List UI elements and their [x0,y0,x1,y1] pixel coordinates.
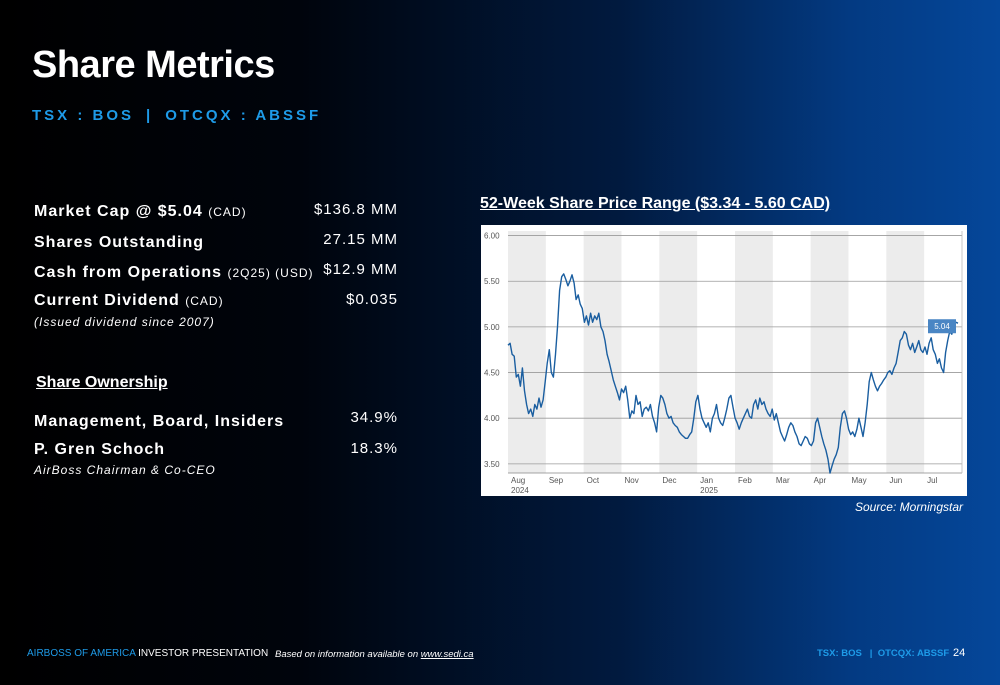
metric-value-current-dividend: $0.035 [346,291,398,308]
metric-shares-outstanding: Shares Outstanding [34,234,204,252]
month-band [735,231,773,473]
metric-value-market-cap: $136.8 MM [313,201,398,218]
y-tick-label: 4.00 [484,414,500,423]
x-tick-label: Nov [625,476,639,485]
last-value-label: 5.04 [934,322,950,331]
metric-label: Cash from Operations [34,264,223,281]
y-tick-label: 6.00 [484,232,500,241]
footer-company: AIRBOSS OF AMERICA [27,648,136,659]
price-chart: 3.50 4.00 4.50 5.00 5.50 6.00 Aug Sep Oct Nov Dec J… [481,225,967,496]
ownership-heading: Share Ownership [36,374,168,391]
y-tick-label: 5.50 [484,277,500,286]
metric-unit: (CAD) [185,294,224,308]
metric-label: Market Cap @ $5.04 [34,203,203,220]
ticker-otcqx: OTCQX : ABSSF [165,107,322,124]
ownership-label: P. Gren Schoch [34,441,166,458]
x-tick-label: Feb [738,476,752,485]
footer-note: Based on information available on www.se… [275,649,474,660]
x-tick-label: Jul [927,476,937,485]
chart-source: Source: Morningstar [854,500,963,514]
ticker-subtitle: TSX : BOS | OTCQX : ABSSF [32,107,321,124]
page-number: 24 [953,647,966,659]
metric-current-dividend: Current Dividend (CAD) [34,292,224,310]
footer-presentation: INVESTOR PRESENTATION [138,648,269,659]
ownership-value-insiders: 34.9% [350,409,398,426]
metric-market-cap: Market Cap @ $5.04 (CAD) [34,203,247,221]
metric-unit: (2Q25) (USD) [227,266,314,280]
ticker-separator: | [146,107,154,124]
dividend-note: (Issued dividend since 2007) [34,315,215,329]
x-tick-label: May [852,476,867,485]
metric-value-cash-from-operations: $12.9 MM [323,261,398,278]
x-tick-label: Oct [587,476,600,485]
x-tick-label: Dec [662,476,676,485]
x-tick-label: Jan [700,476,713,485]
ownership-insiders: Management, Board, Insiders [34,413,284,431]
ownership-schoch: P. Gren Schoch [34,441,165,459]
metric-unit: (CAD) [208,205,247,219]
x-tick-label: Sep [549,476,564,485]
last-value-badge [928,319,956,334]
footer-brand: AIRBOSS OF AMERICA INVESTOR PRESENTATION [27,648,268,659]
schoch-role: AirBoss Chairman & Co-CEO [34,463,216,477]
y-tick-label: 3.50 [484,460,500,469]
x-tick-label: Aug [511,476,525,485]
x-tick-label: Mar [776,476,790,485]
chart-background [481,225,967,496]
metric-label: Shares Outstanding [34,234,205,251]
x-tick-label: Jun [889,476,902,485]
y-tick-label: 5.00 [484,323,500,332]
metric-label: Current Dividend [34,292,180,309]
ticker-tsx: TSX : BOS [32,107,135,124]
page-title: Share Metrics [32,44,275,86]
x-year-label: 2024 [511,486,529,495]
x-year-label: 2025 [700,486,718,495]
y-tick-label: 4.50 [484,369,500,378]
ownership-label: Management, Board, Insiders [34,413,285,430]
x-tick-label: Apr [814,476,827,485]
sedi-link[interactable]: www.sedi.ca [420,649,474,660]
month-band [886,231,925,473]
footer-tickers: TSX: BOS | OTCQX: ABSSF [817,648,950,659]
month-band [810,231,849,473]
price-line [507,273,959,474]
month-band [659,231,698,473]
ownership-value-schoch: 18.3% [350,440,398,457]
month-band [508,231,546,473]
metric-value-shares-outstanding: 27.15 MM [323,231,398,248]
footer-note-text: Based on information available on [275,649,419,660]
chart-title: 52-Week Share Price Range ($3.34 - 5.60 … [480,195,831,212]
metric-cash-from-operations: Cash from Operations (2Q25) (USD) [34,264,314,282]
month-band [583,231,622,473]
